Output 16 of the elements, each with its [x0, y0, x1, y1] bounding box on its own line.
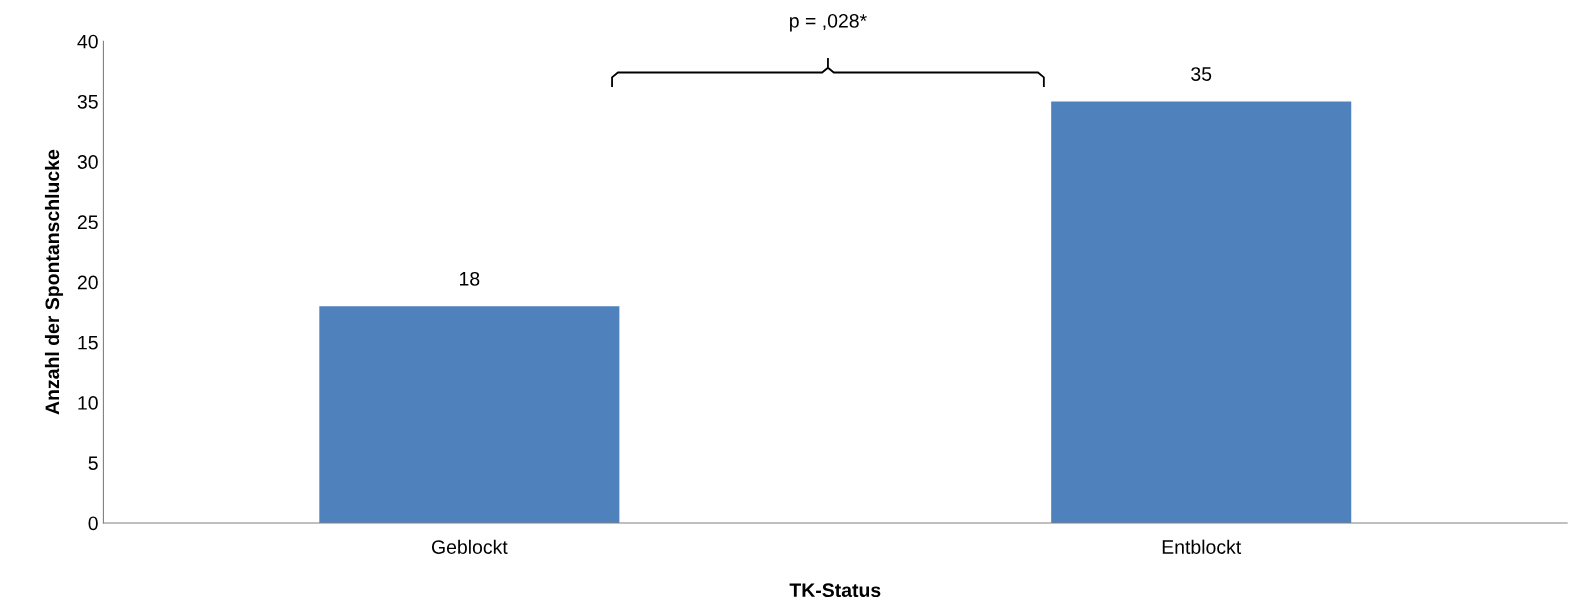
y-tick-label: 0	[88, 516, 98, 531]
x-tick-label: Geblockt	[431, 539, 508, 554]
data-label: 18	[460, 271, 480, 286]
y-tick-label: 40	[77, 34, 98, 49]
data-label: 35	[1191, 67, 1212, 81]
y-axis-title: Anzahl der Spontanschlucke	[44, 149, 64, 415]
y-tick-label: 25	[77, 215, 98, 230]
y-tick-label: 10	[78, 396, 98, 410]
y-tick-label: 30	[77, 155, 98, 169]
text: p = ,028*	[790, 13, 867, 32]
y-tick-label: 5	[88, 456, 98, 470]
y-tick-label: 35	[77, 94, 98, 109]
y-tick-label: 20	[77, 275, 98, 290]
y-tick-label: 15	[78, 335, 98, 350]
x-tick-label: Entblockt	[1162, 539, 1242, 554]
x-axis-title: TK-Status	[789, 583, 881, 598]
